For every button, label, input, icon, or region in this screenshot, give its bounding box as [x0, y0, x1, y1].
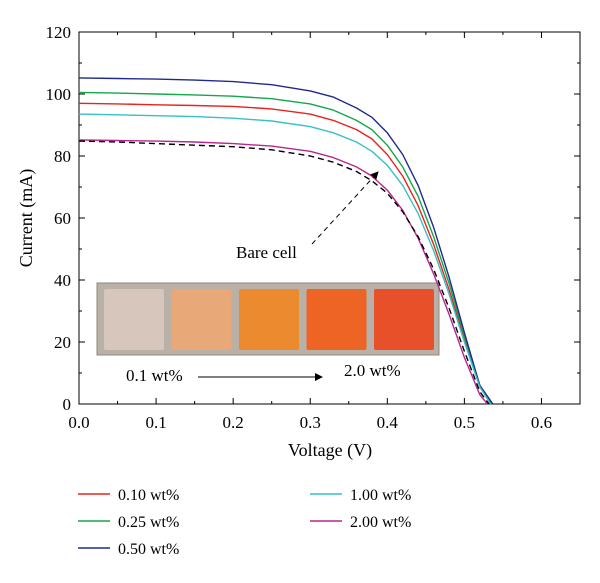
- series-line-2-00-wt: [78, 139, 489, 405]
- series-line-bare-cell: [78, 140, 490, 405]
- x-tick-label: 0.2: [223, 413, 244, 432]
- inset-sample-swatch: [104, 289, 164, 350]
- bare-cell-annotation: Bare cell: [236, 243, 297, 262]
- x-tick-label: 0.1: [145, 413, 166, 432]
- x-tick-label: 0.6: [531, 413, 552, 432]
- x-tick-label: 0.4: [377, 413, 399, 432]
- series-line-0-10-wt: [78, 102, 492, 405]
- y-tick-label: 60: [54, 209, 71, 228]
- inset-sample-swatch: [306, 289, 367, 350]
- x-tick-label: 0.5: [454, 413, 475, 432]
- y-tick-label: 120: [46, 23, 72, 42]
- legend-label: 0.10 wt%: [118, 487, 179, 504]
- inset-sample-swatch: [239, 289, 299, 350]
- y-tick-label: 20: [54, 333, 71, 352]
- y-tick-label: 40: [54, 271, 71, 290]
- series-line-0-25-wt: [78, 91, 493, 405]
- inset-scale-low-label: 0.1 wt%: [126, 366, 183, 385]
- y-tick-label: 100: [46, 85, 72, 104]
- x-tick-label: 0.0: [68, 413, 89, 432]
- series-line-0-50-wt: [78, 77, 494, 405]
- bare-cell-arrow: [311, 171, 379, 245]
- inset-sample-swatch: [374, 289, 434, 350]
- legend-label: 0.50 wt%: [118, 541, 179, 558]
- x-axis-label: Voltage (V): [288, 440, 372, 461]
- inset-scale-high-label: 2.0 wt%: [344, 361, 401, 380]
- y-tick-label: 0: [63, 395, 72, 414]
- y-tick-label: 80: [54, 147, 71, 166]
- legend-label: 0.25 wt%: [118, 514, 179, 531]
- legend-label: 2.00 wt%: [350, 514, 411, 531]
- y-axis-label: Current (mA): [16, 169, 37, 267]
- inset-sample-swatch: [171, 289, 232, 350]
- series-line-1-00-wt: [78, 113, 492, 405]
- legend-label: 1.00 wt%: [350, 487, 411, 504]
- x-tick-label: 0.3: [300, 413, 321, 432]
